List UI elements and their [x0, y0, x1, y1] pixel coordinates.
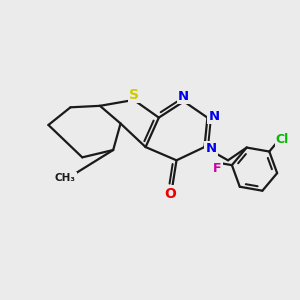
Text: O: O	[165, 187, 176, 201]
Text: N: N	[178, 90, 189, 103]
Text: F: F	[213, 162, 222, 175]
Text: Cl: Cl	[276, 133, 289, 146]
Text: N: N	[208, 110, 220, 123]
Text: N: N	[206, 142, 217, 155]
Text: CH₃: CH₃	[55, 173, 76, 183]
Text: S: S	[129, 88, 140, 102]
